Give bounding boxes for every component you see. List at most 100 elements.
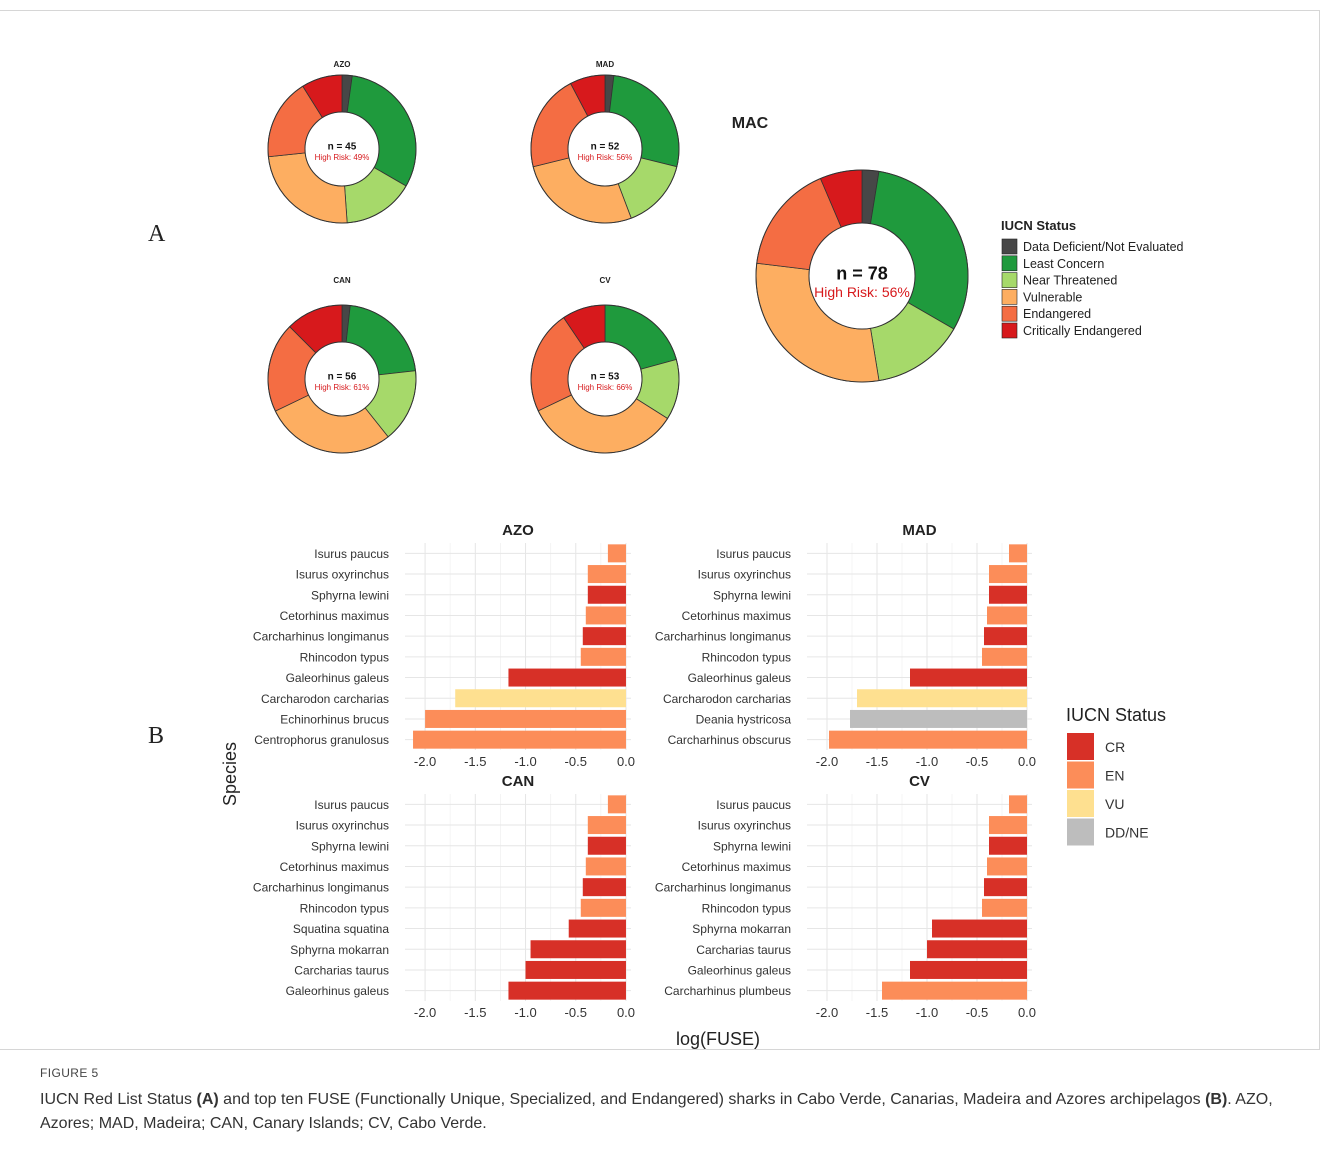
- bar-en: [987, 606, 1027, 625]
- legend-label: Critically Endangered: [1023, 324, 1142, 338]
- species-label: Rhincodon typus: [702, 650, 791, 664]
- bar-legend-swatch-dd-ne: [1067, 818, 1094, 846]
- caption-segment: IUCN Red List Status: [40, 1091, 197, 1108]
- donut-center-n: n = 52: [591, 142, 620, 153]
- bar-legend: IUCN Status CR EN VU DD/NE: [1066, 705, 1166, 846]
- legend-swatch-dd: [1001, 238, 1018, 255]
- donut-outline: [267, 304, 417, 454]
- bar-cr: [508, 981, 626, 1000]
- species-label: Isurus oxyrinchus: [296, 568, 389, 582]
- caption-segment: (B): [1205, 1091, 1228, 1108]
- bar-chart-can: CAN Isurus paucus Isurus oxyrinchus Sphyrna…: [253, 773, 635, 1020]
- species-label: Rhincodon typus: [300, 901, 389, 915]
- donut-center-risk: High Risk: 49%: [315, 153, 370, 162]
- legend-swatch-nt: [1001, 272, 1018, 288]
- donut-outline: [530, 74, 680, 224]
- panel-label-b: B: [148, 723, 164, 749]
- species-label: Isurus oxyrinchus: [698, 819, 791, 833]
- x-tick-label: -1.5: [464, 754, 486, 769]
- bar-cr: [508, 668, 626, 687]
- bar-cr: [582, 878, 626, 897]
- species-label: Sphyrna lewini: [311, 839, 389, 853]
- species-label: Sphyrna mokarran: [692, 922, 791, 936]
- species-label: Isurus paucus: [716, 798, 791, 812]
- bar-en: [1009, 795, 1027, 814]
- legend-swatch-cr: [1001, 322, 1018, 339]
- bar-en: [425, 709, 626, 728]
- bar-vu: [455, 689, 626, 708]
- bar-en: [587, 565, 626, 584]
- legend-label: Endangered: [1023, 307, 1091, 321]
- legend-label: Vulnerable: [1023, 290, 1082, 304]
- donut-center-n: n = 53: [591, 372, 620, 383]
- species-label: Galeorhinus galeus: [286, 671, 389, 685]
- x-tick-label: -1.0: [916, 754, 938, 769]
- species-label: Isurus oxyrinchus: [698, 568, 791, 582]
- bar-en: [413, 730, 626, 749]
- bar-en: [607, 544, 626, 563]
- bar-cr: [568, 919, 626, 938]
- species-label: Galeorhinus galeus: [688, 671, 791, 685]
- bar-cr: [910, 668, 1027, 687]
- donut-center-risk: High Risk: 56%: [578, 153, 633, 162]
- panel-label-a: A: [148, 221, 166, 247]
- species-label: Cetorhinus maximus: [280, 860, 389, 874]
- legend-label: Least Concern: [1023, 257, 1104, 271]
- bar-en: [585, 606, 626, 625]
- figure-caption: FIGURE 5 IUCN Red List Status (A) and to…: [40, 1066, 1300, 1136]
- y-axis-label: Species: [220, 742, 240, 806]
- species-label: Cetorhinus maximus: [682, 609, 791, 623]
- x-tick-label: -2.0: [414, 1005, 436, 1020]
- legend-swatch-vu: [1001, 289, 1018, 305]
- caption-segment: . AZO, Azores; MAD, Madeira; CAN, Canary…: [40, 1091, 1273, 1132]
- bar-en: [580, 898, 626, 917]
- species-label: Carcharhinus obscurus: [668, 733, 791, 747]
- x-tick-label: -1.5: [866, 754, 888, 769]
- caption-segment: and top ten FUSE (Functionally Unique, S…: [218, 1091, 1206, 1108]
- bar-en: [989, 816, 1027, 835]
- donut-center-risk: High Risk: 61%: [315, 383, 370, 392]
- legend-swatch-en: [1001, 305, 1018, 322]
- donut-hole: [808, 222, 916, 330]
- species-label: Centrophorus granulosus: [254, 733, 389, 747]
- species-label: Cetorhinus maximus: [682, 860, 791, 874]
- species-label: Isurus paucus: [314, 547, 389, 561]
- x-tick-label: 0.0: [617, 754, 635, 769]
- bar-en: [829, 730, 1027, 749]
- bar-en: [982, 647, 1027, 666]
- bar-cr: [989, 836, 1027, 855]
- donut-center-n: n = 78: [836, 263, 888, 283]
- bar-en: [982, 898, 1027, 917]
- bar-chart-cv: CV Isurus paucus Isurus oxyrinchus Sphyrna …: [655, 773, 1036, 1020]
- bar-legend-swatch-vu: [1067, 790, 1094, 817]
- donut-outline: [530, 304, 680, 454]
- donut-center-risk: High Risk: 66%: [578, 383, 633, 392]
- species-label: Carcharhinus longimanus: [253, 881, 389, 895]
- bar-cr: [910, 960, 1027, 979]
- bar-chart-title: CV: [909, 773, 930, 790]
- x-tick-label: -1.0: [514, 754, 536, 769]
- x-tick-label: -1.0: [514, 1005, 536, 1020]
- x-axis-label: log(FUSE): [676, 1029, 760, 1049]
- donut-title: MAC: [732, 115, 769, 132]
- species-label: Rhincodon typus: [702, 901, 791, 915]
- bar-chart-mad: MAD Isurus paucus Isurus oxyrinchus Sphyrna…: [655, 522, 1036, 769]
- bar-legend-label: CR: [1105, 739, 1125, 755]
- bar-dd: [850, 709, 1027, 728]
- donut-legend: IUCN Status Data Deficient/Not Evaluated L…: [1001, 218, 1184, 339]
- bar-legend-title: IUCN Status: [1066, 705, 1166, 725]
- x-tick-label: -2.0: [414, 754, 436, 769]
- species-label: Sphyrna mokarran: [290, 943, 389, 957]
- bar-legend-swatch-cr: [1067, 733, 1094, 760]
- bar-chart-title: CAN: [502, 773, 535, 790]
- species-label: Rhincodon typus: [300, 650, 389, 664]
- bar-cr: [989, 585, 1027, 604]
- donut-center-risk: High Risk: 56%: [814, 284, 910, 300]
- donut-center-n: n = 56: [328, 372, 357, 383]
- species-label: Echinorhinus brucus: [280, 712, 389, 726]
